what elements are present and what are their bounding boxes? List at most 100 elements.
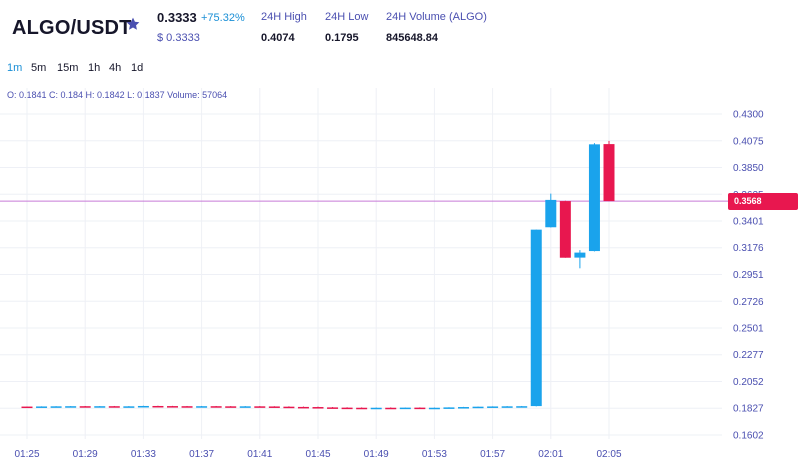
price-tick-label: 0.3401 [733, 216, 764, 227]
candle-body [487, 406, 499, 408]
time-tick-label: 01:37 [189, 449, 214, 460]
candle-body [356, 407, 368, 410]
interval-1h[interactable]: 1h [88, 62, 101, 74]
candle [65, 406, 77, 408]
candle-body [312, 407, 324, 409]
candle-body [79, 406, 91, 408]
candle-body [297, 406, 309, 409]
candle-body [385, 407, 397, 410]
candle [603, 140, 615, 202]
candle [516, 405, 528, 408]
candle [79, 405, 91, 408]
candle [94, 406, 106, 408]
candle [196, 405, 208, 408]
time-tick-label: 01:33 [131, 449, 156, 460]
candle [356, 407, 368, 410]
candlestick-chart[interactable]: 0.43000.40750.38500.36250.34010.31760.29… [0, 88, 800, 464]
candle-body [94, 406, 106, 408]
price-change-percent: +75.32% [201, 12, 245, 24]
candle [530, 229, 542, 407]
candle-body [516, 406, 528, 408]
price-tick-label: 0.2951 [733, 270, 764, 281]
time-tick-label: 02:05 [596, 449, 621, 460]
candle-body [268, 406, 280, 408]
candle [574, 250, 586, 269]
candle [181, 405, 193, 408]
candle-body [225, 406, 237, 408]
interval-15m[interactable]: 15m [57, 62, 79, 74]
volume-24h-value: 845648.84 [386, 32, 438, 44]
candle-body [399, 407, 411, 410]
price-tick-label: 0.2277 [733, 350, 764, 361]
time-tick-label: 01:57 [480, 449, 505, 460]
high-24h-label: 24H High [261, 11, 307, 23]
candle-body [36, 406, 48, 408]
price-tick-label: 0.4075 [733, 136, 764, 147]
candle-body [545, 199, 557, 228]
candle-body [472, 406, 484, 409]
candle [588, 143, 600, 252]
candle-body [123, 406, 135, 408]
candle-body [239, 406, 251, 408]
time-tick-label: 01:49 [364, 449, 389, 460]
candle [559, 200, 571, 258]
price-tick-label: 0.1827 [733, 404, 764, 415]
price-tick-label: 0.2052 [733, 377, 764, 388]
candle [297, 406, 309, 409]
candle-body [341, 407, 353, 410]
candle [370, 407, 382, 410]
candle [283, 406, 295, 409]
candle [501, 406, 513, 408]
candle-body [370, 407, 382, 410]
interval-1m[interactable]: 1m [7, 62, 23, 74]
candle-body [108, 406, 120, 408]
candle [36, 406, 48, 408]
candle-body [559, 201, 571, 258]
time-tick-label: 01:53 [422, 449, 447, 460]
candle [167, 405, 178, 408]
candle-body [65, 406, 77, 408]
low-24h-label: 24H Low [325, 11, 369, 23]
candle-body [210, 406, 222, 408]
candles [21, 140, 615, 410]
chart-grid [0, 88, 722, 439]
interval-5m[interactable]: 5m [31, 62, 47, 74]
trading-pair-title: ALGO/USDT [12, 17, 132, 39]
price-tick-label: 0.2501 [733, 324, 764, 335]
candle [152, 405, 164, 408]
candle-body [530, 229, 542, 407]
candle [545, 193, 557, 228]
candle-body [21, 406, 33, 409]
candle [312, 406, 324, 409]
candle-body [254, 406, 266, 408]
favorite-star-icon[interactable] [125, 16, 141, 32]
candle [341, 407, 353, 410]
candle [254, 406, 266, 408]
candle [428, 407, 440, 410]
candle-body [574, 252, 586, 258]
candle-body [588, 144, 600, 252]
candle-body [458, 407, 469, 409]
time-tick-label: 01:29 [73, 449, 98, 460]
price-tick-label: 0.4300 [733, 110, 764, 121]
candle [210, 405, 222, 408]
candle-body [428, 407, 440, 410]
ohlc-readout: O: 0.1841 C: 0.184 H: 0.1842 L: 0.1837 V… [7, 90, 228, 100]
candle [268, 406, 280, 408]
candle-body [50, 406, 62, 408]
candle-body [443, 407, 455, 409]
last-price: 0.3333 [157, 10, 197, 25]
interval-4h[interactable]: 4h [109, 62, 122, 74]
price-axis: 0.43000.40750.38500.36250.34010.31760.29… [733, 110, 764, 442]
candle-body [327, 407, 339, 409]
candle [487, 406, 499, 408]
candle-body [137, 405, 149, 408]
candle-body [414, 407, 426, 410]
interval-1d[interactable]: 1d [131, 62, 144, 74]
candle [108, 405, 120, 408]
candle [123, 406, 135, 408]
last-price-badge: 0.3568 [728, 193, 798, 210]
candle [414, 407, 426, 410]
candle-body [603, 144, 615, 202]
time-tick-label: 01:45 [305, 449, 330, 460]
